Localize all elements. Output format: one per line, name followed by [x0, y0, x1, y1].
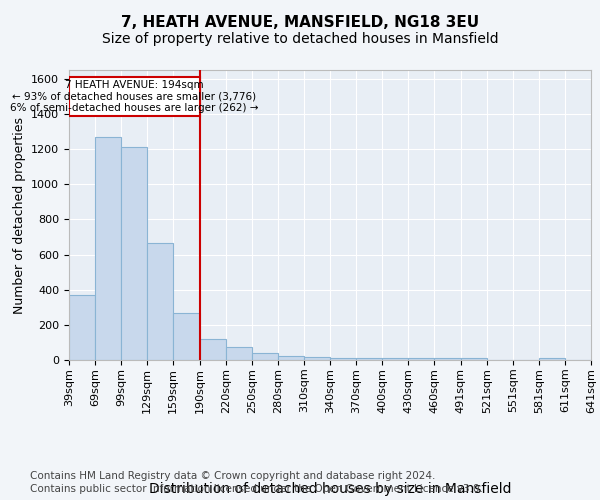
Bar [95, 137, 121, 360]
Bar [200, 339, 226, 360]
Bar [121, 148, 147, 360]
Text: Contains HM Land Registry data © Crown copyright and database right 2024.: Contains HM Land Registry data © Crown c… [30, 471, 436, 481]
Bar [382, 358, 408, 360]
Bar [278, 356, 304, 360]
Bar [539, 358, 565, 360]
Y-axis label: Number of detached properties: Number of detached properties [13, 116, 26, 314]
X-axis label: Distribution of detached houses by size in Mansfield: Distribution of detached houses by size … [149, 482, 511, 496]
Bar [226, 347, 252, 360]
FancyBboxPatch shape [69, 77, 200, 116]
Bar [147, 243, 173, 360]
Bar [173, 314, 200, 360]
Bar [304, 358, 330, 360]
Bar [330, 358, 356, 360]
Bar [461, 358, 487, 360]
Text: 7 HEATH AVENUE: 194sqm
← 93% of detached houses are smaller (3,776)
6% of semi-d: 7 HEATH AVENUE: 194sqm ← 93% of detached… [10, 80, 259, 113]
Bar [434, 358, 461, 360]
Text: Contains public sector information licensed under the Open Government Licence v3: Contains public sector information licen… [30, 484, 483, 494]
Text: Size of property relative to detached houses in Mansfield: Size of property relative to detached ho… [101, 32, 499, 46]
Bar [69, 295, 95, 360]
Bar [356, 358, 382, 360]
Bar [408, 358, 434, 360]
Text: 7, HEATH AVENUE, MANSFIELD, NG18 3EU: 7, HEATH AVENUE, MANSFIELD, NG18 3EU [121, 15, 479, 30]
Bar [252, 353, 278, 360]
